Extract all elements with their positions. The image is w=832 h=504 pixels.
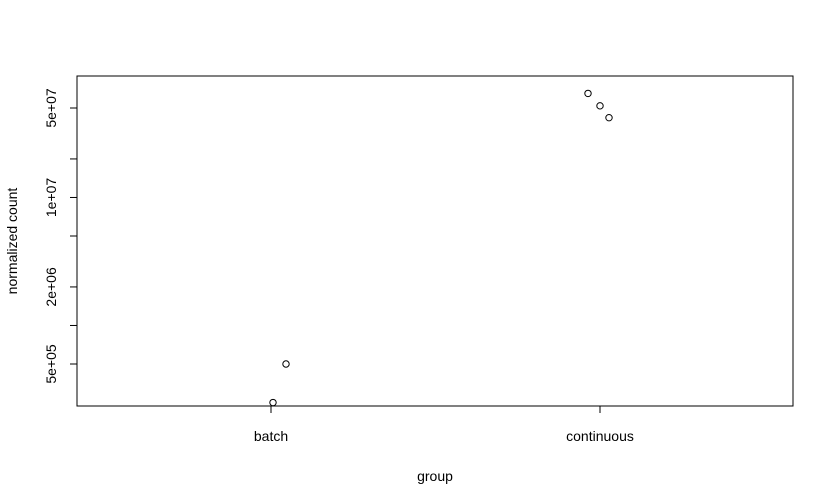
x-tick-label: continuous <box>566 428 634 444</box>
data-point <box>605 113 613 122</box>
data-point <box>596 102 604 110</box>
data-point <box>584 89 592 98</box>
data-points <box>269 89 613 407</box>
y-axis-label: normalized count <box>4 188 20 295</box>
data-point <box>282 360 290 368</box>
x-tick-label: batch <box>254 428 288 444</box>
x-axis: batch continuous <box>254 406 634 444</box>
y-tick-label: 1e+07 <box>43 178 59 218</box>
y-tick-label: 5e+05 <box>43 344 59 384</box>
y-axis: 5e+05 2e+06 1e+07 5e+07 <box>43 88 77 384</box>
y-tick-label: 2e+06 <box>43 267 59 307</box>
x-axis-label: group <box>417 468 453 484</box>
plot-frame <box>76 75 794 407</box>
data-point <box>269 398 277 407</box>
y-tick-label: 5e+07 <box>43 88 59 128</box>
